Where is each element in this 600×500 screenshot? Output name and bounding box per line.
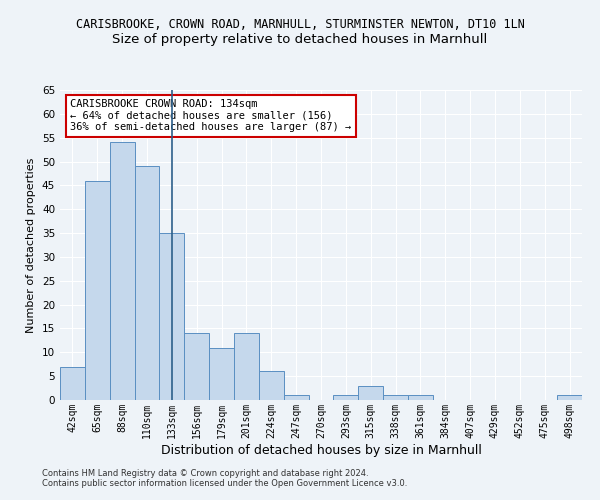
Bar bbox=[209, 348, 234, 400]
Text: Contains public sector information licensed under the Open Government Licence v3: Contains public sector information licen… bbox=[42, 478, 407, 488]
Text: Contains HM Land Registry data © Crown copyright and database right 2024.: Contains HM Land Registry data © Crown c… bbox=[42, 468, 368, 477]
Bar bbox=[60, 366, 85, 400]
Bar bbox=[234, 333, 259, 400]
Bar bbox=[383, 395, 408, 400]
Bar bbox=[259, 372, 284, 400]
Bar bbox=[334, 395, 358, 400]
Bar bbox=[184, 333, 209, 400]
Bar bbox=[358, 386, 383, 400]
Text: Size of property relative to detached houses in Marnhull: Size of property relative to detached ho… bbox=[112, 32, 488, 46]
Bar bbox=[134, 166, 160, 400]
Text: CARISBROOKE CROWN ROAD: 134sqm
← 64% of detached houses are smaller (156)
36% of: CARISBROOKE CROWN ROAD: 134sqm ← 64% of … bbox=[70, 100, 352, 132]
Bar bbox=[284, 395, 308, 400]
Bar bbox=[110, 142, 134, 400]
Bar bbox=[160, 233, 184, 400]
Bar bbox=[408, 395, 433, 400]
Bar bbox=[557, 395, 582, 400]
Text: CARISBROOKE, CROWN ROAD, MARNHULL, STURMINSTER NEWTON, DT10 1LN: CARISBROOKE, CROWN ROAD, MARNHULL, STURM… bbox=[76, 18, 524, 30]
Y-axis label: Number of detached properties: Number of detached properties bbox=[26, 158, 37, 332]
X-axis label: Distribution of detached houses by size in Marnhull: Distribution of detached houses by size … bbox=[161, 444, 481, 456]
Bar bbox=[85, 180, 110, 400]
